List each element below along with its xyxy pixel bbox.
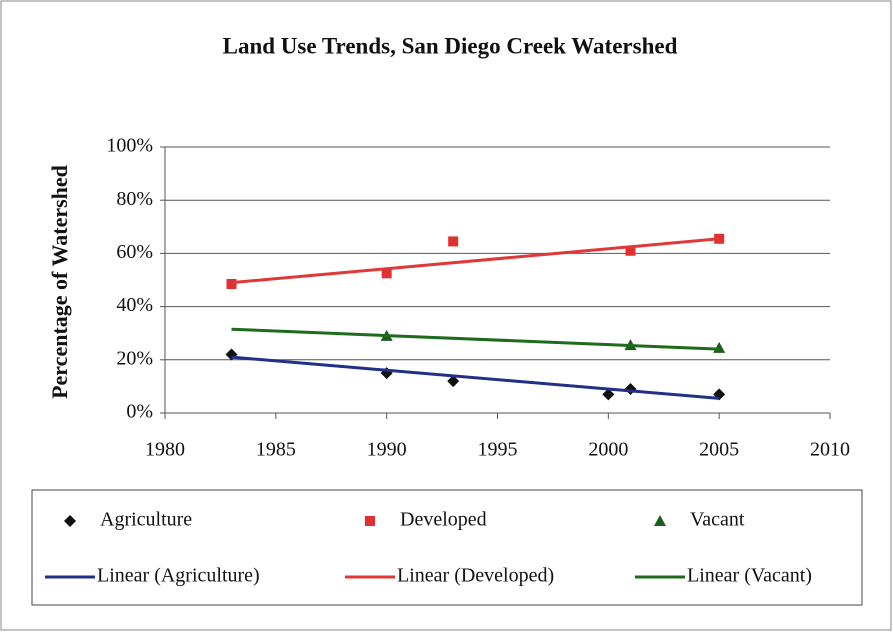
legend-label: Linear (Vacant) bbox=[687, 565, 812, 587]
x-tick-label: 2005 bbox=[699, 439, 739, 461]
y-tick-label: 80% bbox=[116, 188, 153, 210]
legend-label: Agriculture bbox=[100, 509, 192, 531]
y-tick-label: 100% bbox=[106, 135, 153, 157]
y-tick-label: 40% bbox=[116, 294, 153, 316]
legend-label: Developed bbox=[400, 509, 487, 531]
legend-marker bbox=[64, 515, 76, 527]
y-tick-label: 0% bbox=[126, 401, 153, 423]
legend-label: Vacant bbox=[690, 509, 745, 531]
trend-line bbox=[231, 355, 720, 400]
x-tick-label: 1985 bbox=[256, 439, 296, 461]
x-tick-label: 1980 bbox=[145, 439, 185, 461]
point bbox=[448, 236, 459, 247]
point bbox=[602, 388, 615, 401]
legend-label: Linear (Agriculture) bbox=[97, 565, 260, 587]
chart-title: Land Use Trends, San Diego Creek Watersh… bbox=[223, 33, 678, 58]
legend-marker bbox=[654, 515, 666, 526]
point bbox=[381, 268, 392, 279]
x-tick-label: 2010 bbox=[810, 439, 850, 461]
y-axis-title: Percentage of Watershed bbox=[47, 165, 72, 399]
x-tick-label: 1990 bbox=[367, 439, 407, 461]
legend-box bbox=[31, 489, 863, 606]
legend-label: Linear (Developed) bbox=[397, 565, 554, 587]
trend-line bbox=[231, 237, 720, 285]
y-tick-label: 20% bbox=[116, 347, 153, 369]
point bbox=[226, 278, 237, 289]
point bbox=[625, 245, 636, 256]
legend-marker bbox=[365, 516, 375, 526]
trend-line bbox=[231, 327, 720, 351]
y-tick-label: 60% bbox=[116, 241, 153, 263]
point bbox=[447, 375, 460, 388]
x-tick-label: 1995 bbox=[478, 439, 518, 461]
x-tick-label: 2000 bbox=[588, 439, 628, 461]
